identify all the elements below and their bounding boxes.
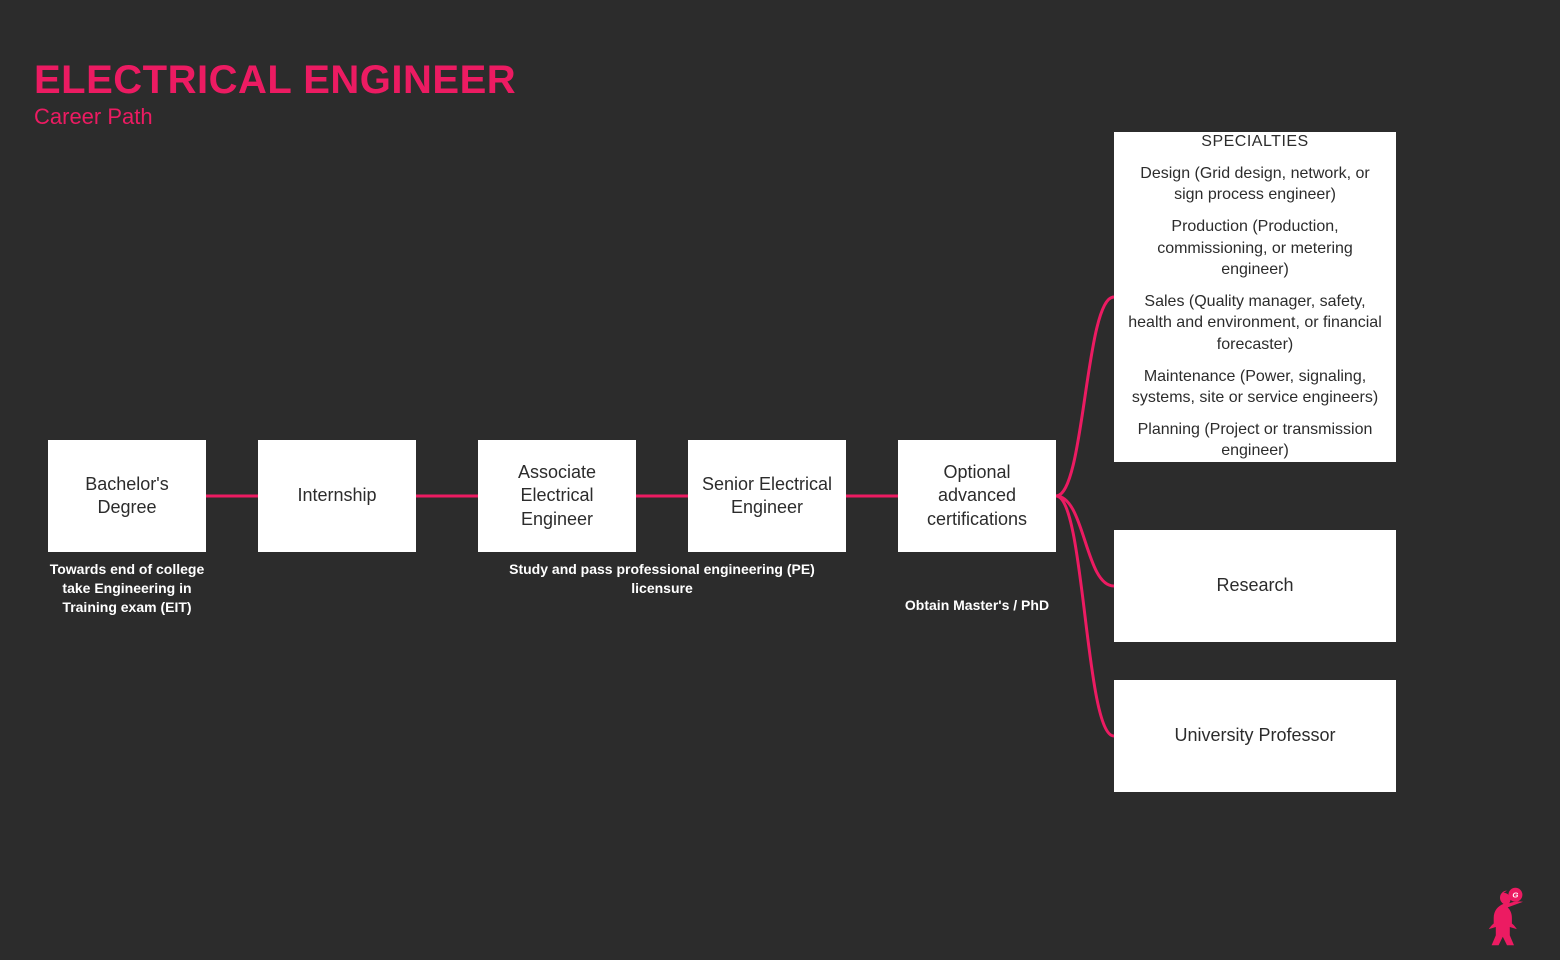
brand-logo-icon: G	[1472, 878, 1542, 948]
specialties-item: Design (Grid design, network, or sign pr…	[1124, 163, 1386, 206]
node-senior: Senior Electrical Engineer	[688, 440, 846, 552]
node-certs: Optional advanced certifications	[898, 440, 1056, 552]
specialties-item: Maintenance (Power, signaling, systems, …	[1124, 366, 1386, 409]
caption-pe: Study and pass professional engineering …	[478, 560, 846, 598]
node-professor: University Professor	[1114, 680, 1396, 792]
specialties-item: Planning (Project or transmission engine…	[1124, 419, 1386, 462]
node-research: Research	[1114, 530, 1396, 642]
page-title: ELECTRICAL ENGINEER	[34, 58, 516, 103]
node-internship: Internship	[258, 440, 416, 552]
specialties-title: SPECIALTIES	[1201, 132, 1308, 153]
svg-text:G: G	[1512, 891, 1518, 900]
specialties-item: Sales (Quality manager, safety, health a…	[1124, 291, 1386, 356]
node-associate: Associate Electrical Engineer	[478, 440, 636, 552]
caption-masters: Obtain Master's / PhD	[898, 596, 1056, 615]
page-subtitle: Career Path	[34, 104, 153, 130]
node-bachelors: Bachelor's Degree	[48, 440, 206, 552]
node-specialties: SPECIALTIES Design (Grid design, network…	[1114, 132, 1396, 462]
caption-eit: Towards end of college take Engineering …	[48, 560, 206, 617]
canvas: ELECTRICAL ENGINEER Career Path Bachelor…	[0, 0, 1560, 960]
specialties-item: Production (Production, commissioning, o…	[1124, 216, 1386, 281]
